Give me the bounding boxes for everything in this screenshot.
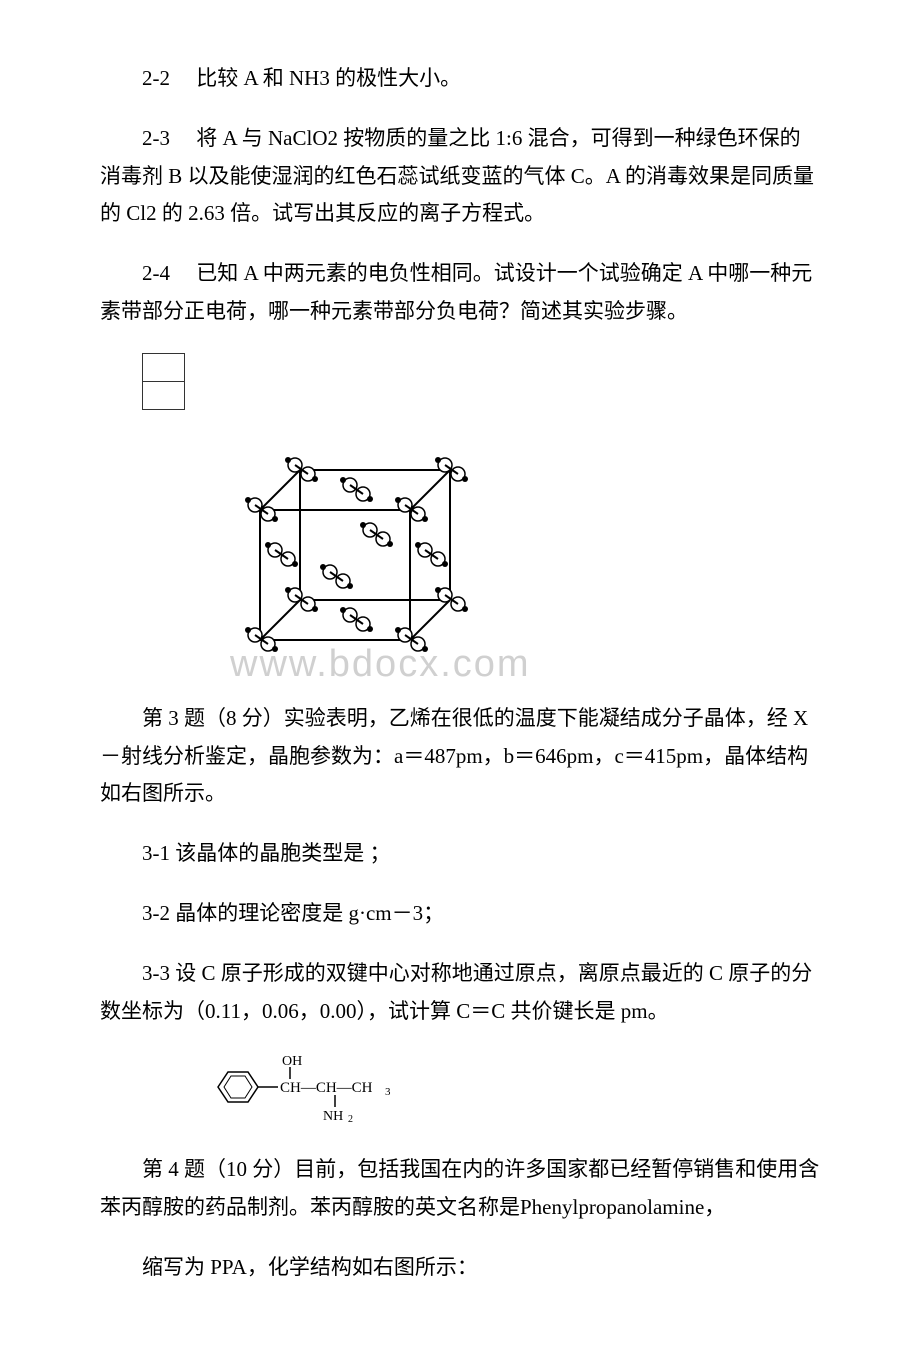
paragraph-q4-cont: 缩写为 PPA，化学结构如右图所示：	[100, 1249, 820, 1287]
paragraph-q4: 第 4 题（10 分）目前，包括我国在内的许多国家都已经暂停销售和使用含苯丙醇胺…	[100, 1151, 820, 1227]
svg-text:3: 3	[385, 1086, 391, 1098]
paragraph-2-3: 2-3 将 A 与 NaClO2 按物质的量之比 1:6 混合，可得到一种绿色环…	[100, 120, 820, 233]
crystal-diagram-wrapper: www.bdocx.com	[100, 430, 820, 680]
paragraph-3-1: 3-1 该晶体的晶胞类型是 ；	[100, 835, 820, 873]
small-empty-table	[142, 353, 820, 410]
paragraph-3-3: 3-3 设 C 原子形成的双键中心对称地通过原点，离原点最近的 C 原子的分数坐…	[100, 955, 820, 1031]
paragraph-2-4: 2-4 已知 A 中两元素的电负性相同。试设计一个试验确定 A 中哪一种元素带部…	[100, 255, 820, 331]
svg-text:NH: NH	[323, 1109, 343, 1122]
svg-text:OH: OH	[282, 1054, 302, 1069]
paragraph-2-2: 2-2 比较 A 和 NH3 的极性大小。	[100, 60, 820, 98]
paragraph-q3: 第 3 题（8 分）实验表明，乙烯在很低的温度下能凝结成分子晶体，经 X－射线分…	[100, 700, 820, 813]
svg-text:CH—CH—CH: CH—CH—CH	[280, 1080, 373, 1096]
paragraph-3-2: 3-2 晶体的理论密度是 g·cm－3；	[100, 895, 820, 933]
crystal-structure-diagram	[220, 430, 520, 680]
chemical-structure-ppa: CH—CH—CH 3 OH NH 2	[210, 1052, 820, 1133]
svg-text:2: 2	[348, 1114, 353, 1122]
